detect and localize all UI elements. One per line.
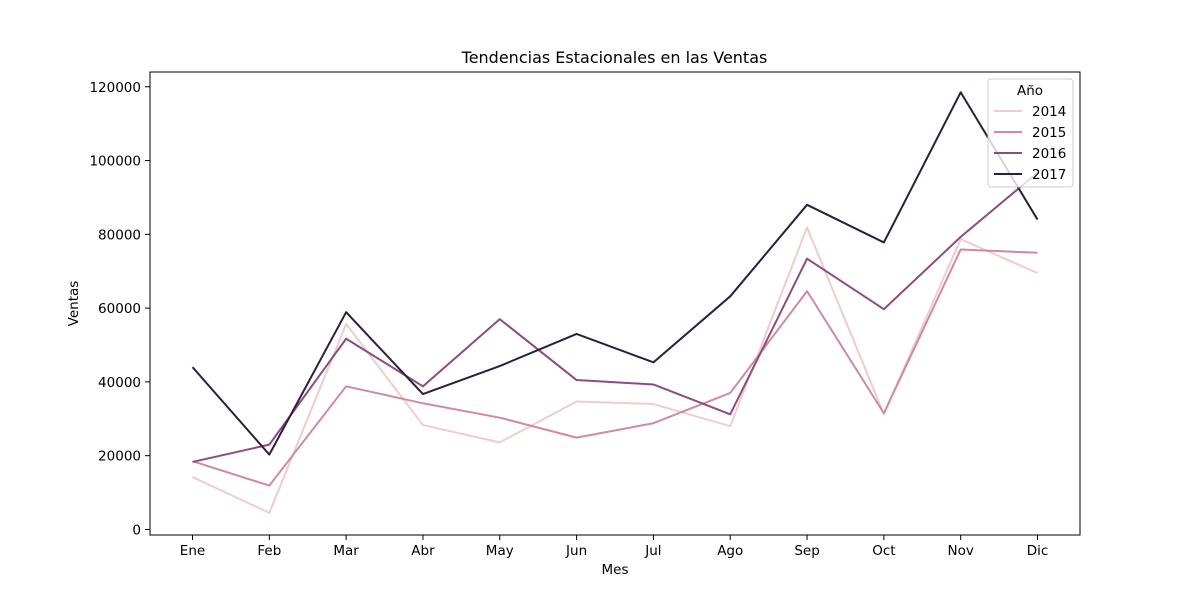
legend-label-2014: 2014 [1032,104,1066,120]
x-tick-label: Oct [872,543,895,559]
x-tick-label: Jun [565,543,587,559]
chart-title: Tendencias Estacionales en las Ventas [461,48,768,67]
series-line-2015 [192,248,1038,487]
x-tick-label: Jul [644,543,661,559]
x-tick-label: Abr [411,543,435,559]
series-line-2014 [192,226,1038,514]
x-tick-label: Ene [180,543,205,559]
x-tick-label: Mar [333,543,359,559]
series-line-2016 [192,171,1039,463]
y-tick-label: 40000 [98,375,141,391]
y-tick-label: 100000 [89,154,141,170]
legend-title: Año [1017,83,1043,99]
legend-box [987,78,1074,188]
series-line-2017 [191,91,1039,456]
x-axis-label: Mes [602,562,629,578]
y-tick-label: 20000 [98,449,141,465]
plot-frame [149,71,1081,536]
legend-label-2015: 2015 [1032,125,1066,141]
plot-lines [191,91,1039,514]
x-tick-label: Dic [1027,543,1049,559]
y-tick-label: 120000 [89,80,141,96]
x-axis: Ene Feb Mar Abr May Jun Jul Ago Sep Oct Nov Dic [180,535,1048,559]
y-tick-label: 60000 [98,301,141,317]
x-tick-label: May [486,543,514,559]
legend-label-2016: 2016 [1032,146,1066,162]
y-axis-label: Ventas [66,281,82,327]
y-axis: 0 20000 40000 60000 80000 100000 120000 [89,80,150,538]
legend: Año 2014 2015 2016 2017 [987,78,1074,188]
x-tick-label: Ago [717,543,743,559]
legend-label-2017: 2017 [1032,167,1066,183]
x-tick-label: Nov [948,543,974,559]
x-tick-label: Feb [257,543,281,559]
x-tick-label: Sep [794,543,819,559]
y-tick-label: 0 [132,522,141,538]
y-tick-label: 80000 [98,227,141,243]
